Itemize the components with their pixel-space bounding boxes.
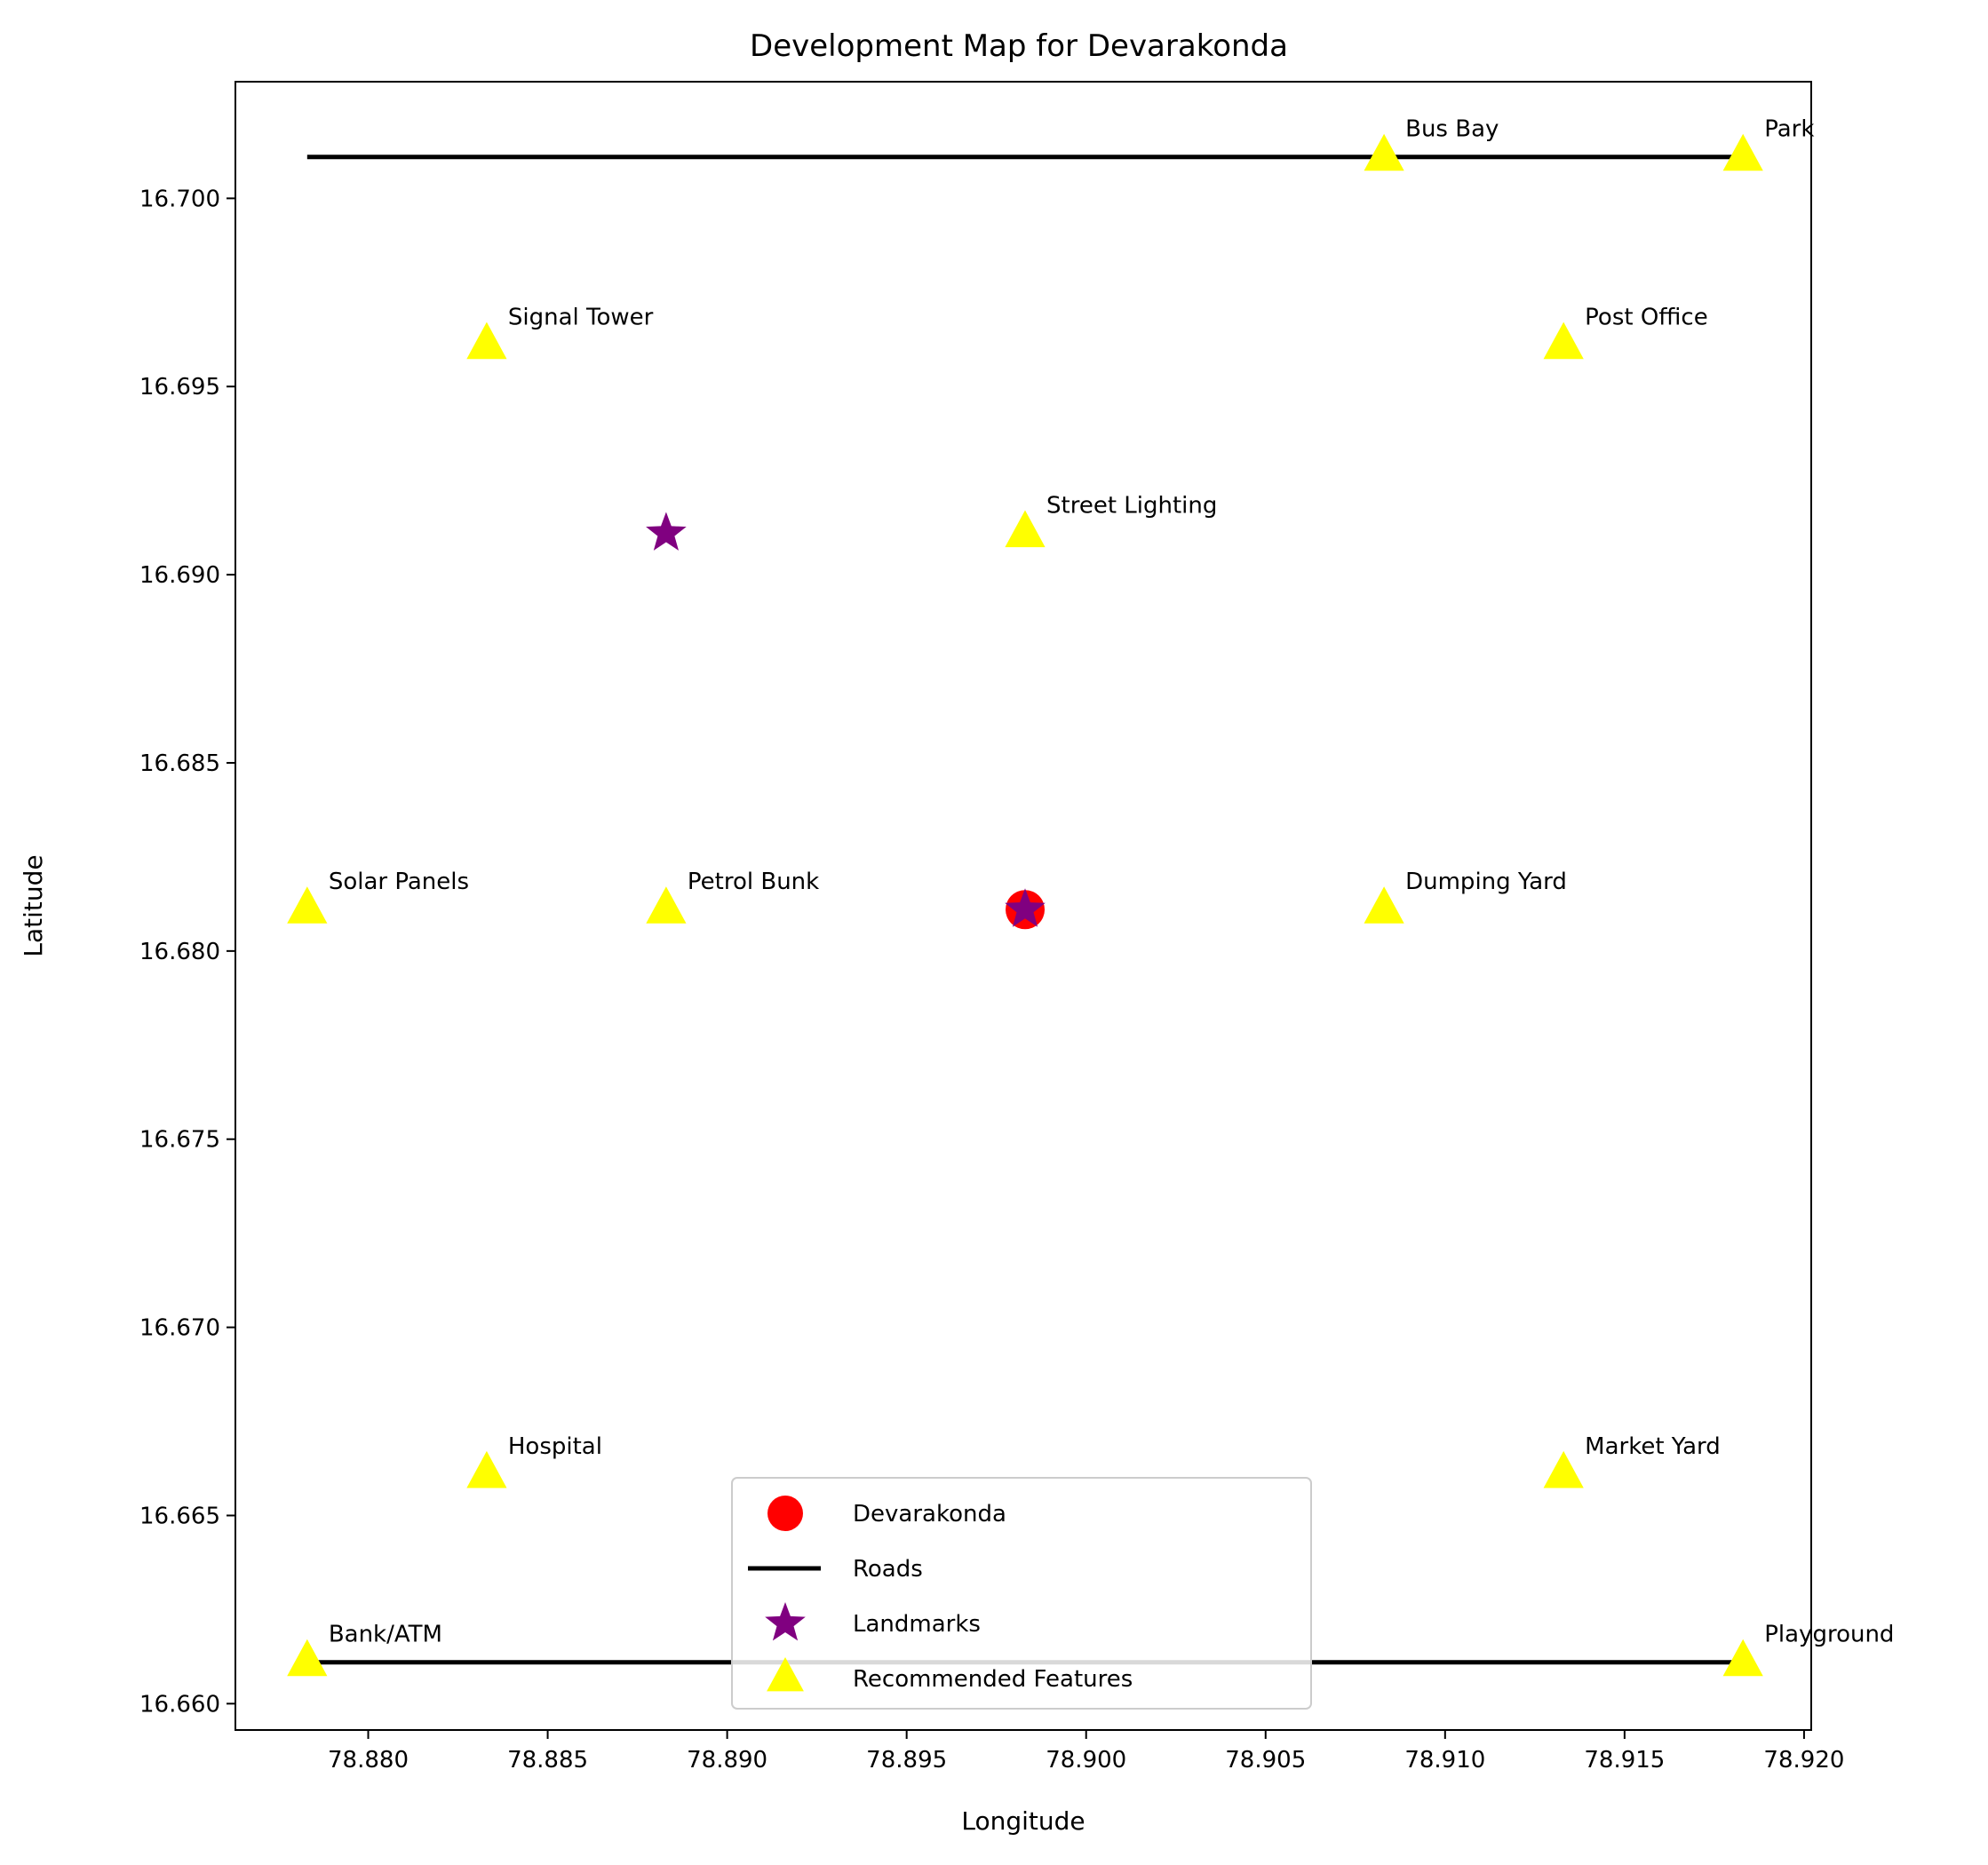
feature-marker <box>1364 886 1404 924</box>
legend-swatch-landmark <box>765 1602 806 1641</box>
legend-swatch-town <box>767 1496 803 1531</box>
feature-marker <box>646 886 687 924</box>
feature-label: Bank/ATM <box>329 1622 442 1648</box>
x-axis-title: Longitude <box>961 1806 1085 1836</box>
feature-label: Signal Tower <box>508 305 654 331</box>
feature-label: Bus Bay <box>1405 116 1499 143</box>
feature-label: Post Office <box>1585 305 1708 331</box>
legend-swatch-feature <box>767 1657 804 1692</box>
plot-area: Bus Bay Park Signal Tower Post Office Street… <box>287 116 1894 1677</box>
y-tick-label: 16.670 <box>139 1315 220 1342</box>
y-tick-label: 16.675 <box>139 1127 220 1154</box>
chart-title: Development Map for Devarakonda <box>750 28 1288 64</box>
feature-label: Street Lighting <box>1046 492 1217 519</box>
y-axis-title: Latitude <box>19 854 48 956</box>
feature-marker <box>1005 510 1046 548</box>
y-tick-label: 16.700 <box>139 186 220 212</box>
x-tick-label: 78.900 <box>1046 1747 1126 1774</box>
feature-label: Park <box>1764 116 1814 143</box>
feature-marker <box>1543 1450 1584 1488</box>
legend-label: Roads <box>853 1556 923 1583</box>
x-tick-label: 78.895 <box>866 1747 947 1774</box>
legend: Devarakonda Roads Landmarks Recommended Fea… <box>731 1477 1312 1710</box>
landmark-star <box>1005 888 1046 927</box>
landmark-star <box>646 512 687 551</box>
y-tick-label: 16.660 <box>139 1691 220 1718</box>
feature-label: Playground <box>1764 1622 1894 1648</box>
feature-marker <box>466 321 507 360</box>
legend-box <box>731 1477 1312 1710</box>
feature-label: Petrol Bunk <box>688 869 819 895</box>
y-tick-label: 16.685 <box>139 750 220 777</box>
feature-label: Dumping Yard <box>1405 869 1567 895</box>
plot-frame <box>235 81 1812 1731</box>
feature-label: Market Yard <box>1585 1433 1721 1460</box>
feature-marker <box>466 1450 507 1488</box>
x-tick-label: 78.910 <box>1404 1747 1485 1774</box>
x-tick-label: 78.890 <box>687 1747 767 1774</box>
x-tick-label: 78.915 <box>1584 1747 1665 1774</box>
y-tick-label: 16.690 <box>139 562 220 589</box>
x-tick-label: 78.885 <box>507 1747 588 1774</box>
legend-label: Landmarks <box>853 1611 981 1638</box>
feature-marker <box>1543 321 1584 360</box>
feature-label: Solar Panels <box>329 869 469 895</box>
x-tick-label: 78.905 <box>1225 1747 1306 1774</box>
x-tick-label: 78.880 <box>328 1747 409 1774</box>
feature-marker <box>287 886 328 924</box>
x-axis: 78.880 78.885 78.890 78.895 78.900 78.905 78.9… <box>328 1730 1844 1774</box>
y-tick-label: 16.665 <box>139 1503 220 1529</box>
y-axis: 16.660 16.665 16.670 16.675 16.680 16.685 16.6… <box>139 186 235 1718</box>
y-tick-label: 16.680 <box>139 939 220 965</box>
feature-marker <box>287 1639 328 1677</box>
feature-marker <box>1722 1639 1763 1677</box>
feature-marker <box>1722 133 1763 171</box>
feature-marker <box>1364 133 1404 171</box>
x-tick-label: 78.920 <box>1763 1747 1844 1774</box>
feature-label: Hospital <box>508 1433 602 1460</box>
legend-label: Devarakonda <box>853 1501 1006 1528</box>
legend-label: Recommended Features <box>853 1666 1133 1693</box>
y-tick-label: 16.695 <box>139 374 220 401</box>
